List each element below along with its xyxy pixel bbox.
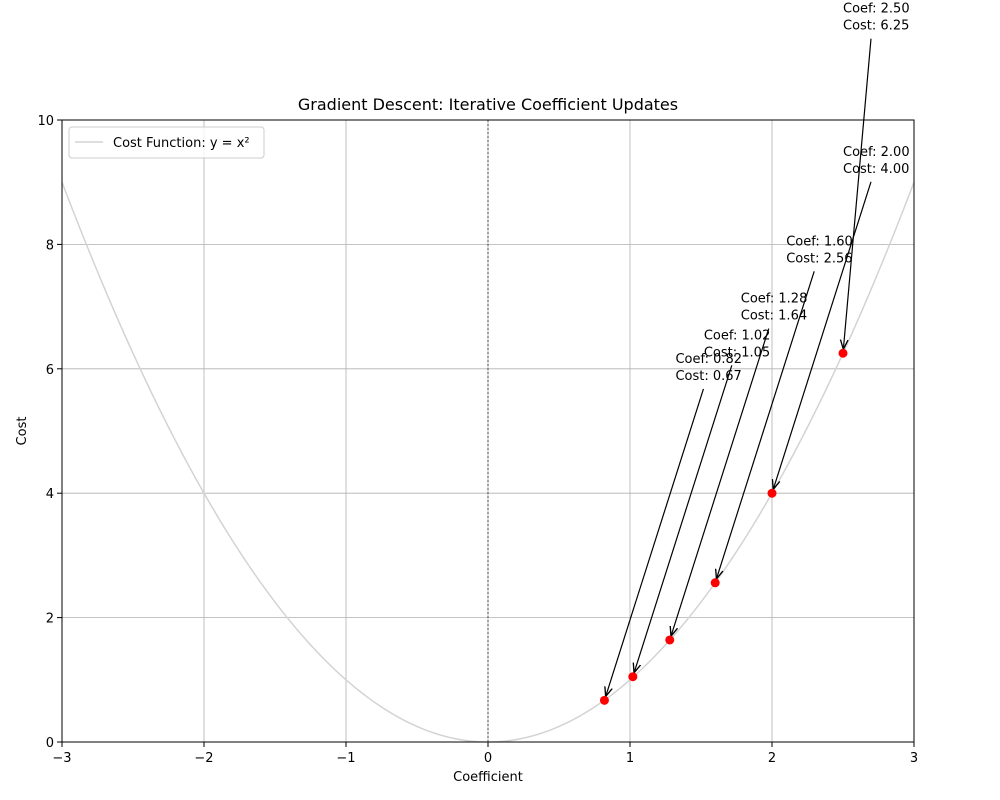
annotation-cost: Cost: 6.25 [843, 19, 909, 34]
x-tick-label: −1 [336, 751, 355, 766]
x-axis-label: Coefficient [453, 770, 523, 785]
data-point [767, 488, 777, 498]
annotation: Coef: 1.60 Cost: 2.56 [716, 234, 853, 579]
x-tick-label: 2 [768, 751, 776, 766]
y-tick-label: 6 [46, 363, 54, 378]
annotations: Coef: 2.50 Cost: 6.25 Coef: 2.00 Cost: 4.00… [606, 2, 910, 697]
annotation-coef: Coef: 1.02 [704, 328, 771, 343]
y-tick-label: 8 [46, 238, 54, 253]
annotation: Coef: 2.50 Cost: 6.25 [843, 2, 910, 350]
annotation-cost: Cost: 1.64 [741, 309, 807, 324]
annotation: Coef: 1.28 Cost: 1.64 [671, 292, 807, 637]
data-point [628, 672, 638, 682]
x-tick-label: −3 [52, 751, 71, 766]
annotation-arrow [773, 181, 872, 490]
x-tick-label: 0 [484, 751, 492, 766]
data-point [599, 695, 609, 705]
annotation-cost: Cost: 0.67 [675, 369, 741, 384]
annotation-coef: Coef: 0.82 [675, 352, 742, 367]
legend-box [68, 126, 265, 159]
annotation: Coef: 1.02 Cost: 1.05 [634, 328, 770, 673]
annotation-coef: Coef: 1.60 [786, 234, 853, 249]
data-points [599, 348, 848, 705]
x-tick-label: 1 [626, 751, 634, 766]
y-tick-label: 0 [46, 736, 54, 751]
annotation-arrow [843, 38, 872, 350]
data-point [710, 578, 720, 588]
annotation-cost: Cost: 4.00 [843, 162, 909, 177]
x-tick-label: −2 [194, 751, 213, 766]
annotation-coef: Coef: 1.28 [741, 292, 808, 307]
annotation-arrow [671, 328, 770, 637]
y-axis-label: Cost [15, 417, 30, 446]
data-point [838, 348, 848, 358]
y-tick-label: 10 [37, 114, 54, 129]
annotation-coef: Coef: 2.00 [843, 145, 910, 160]
annotation-coef: Coef: 2.50 [843, 2, 910, 17]
legend: Cost Function: y = x² [68, 126, 265, 159]
x-tick-label: 3 [910, 751, 918, 766]
data-point [665, 635, 675, 645]
y-tick-label: 2 [46, 612, 54, 627]
annotation: Coef: 0.82 Cost: 0.67 [606, 352, 742, 697]
y-tick-label: 4 [46, 487, 54, 502]
chart-title: Gradient Descent: Iterative Coefficient … [298, 95, 678, 114]
annotation-arrow [606, 388, 705, 697]
annotation-cost: Cost: 1.05 [704, 345, 770, 360]
x-axis-ticks: −3 −2 −1 0 1 2 3 [52, 742, 918, 766]
legend-label: Cost Function: y = x² [113, 136, 250, 151]
y-axis-ticks: 0 2 4 6 8 10 [37, 114, 62, 751]
annotation-cost: Cost: 2.56 [786, 251, 852, 266]
annotation: Coef: 2.00 Cost: 4.00 [773, 145, 910, 490]
annotation-arrow [634, 365, 733, 673]
annotation-arrow [716, 271, 815, 579]
